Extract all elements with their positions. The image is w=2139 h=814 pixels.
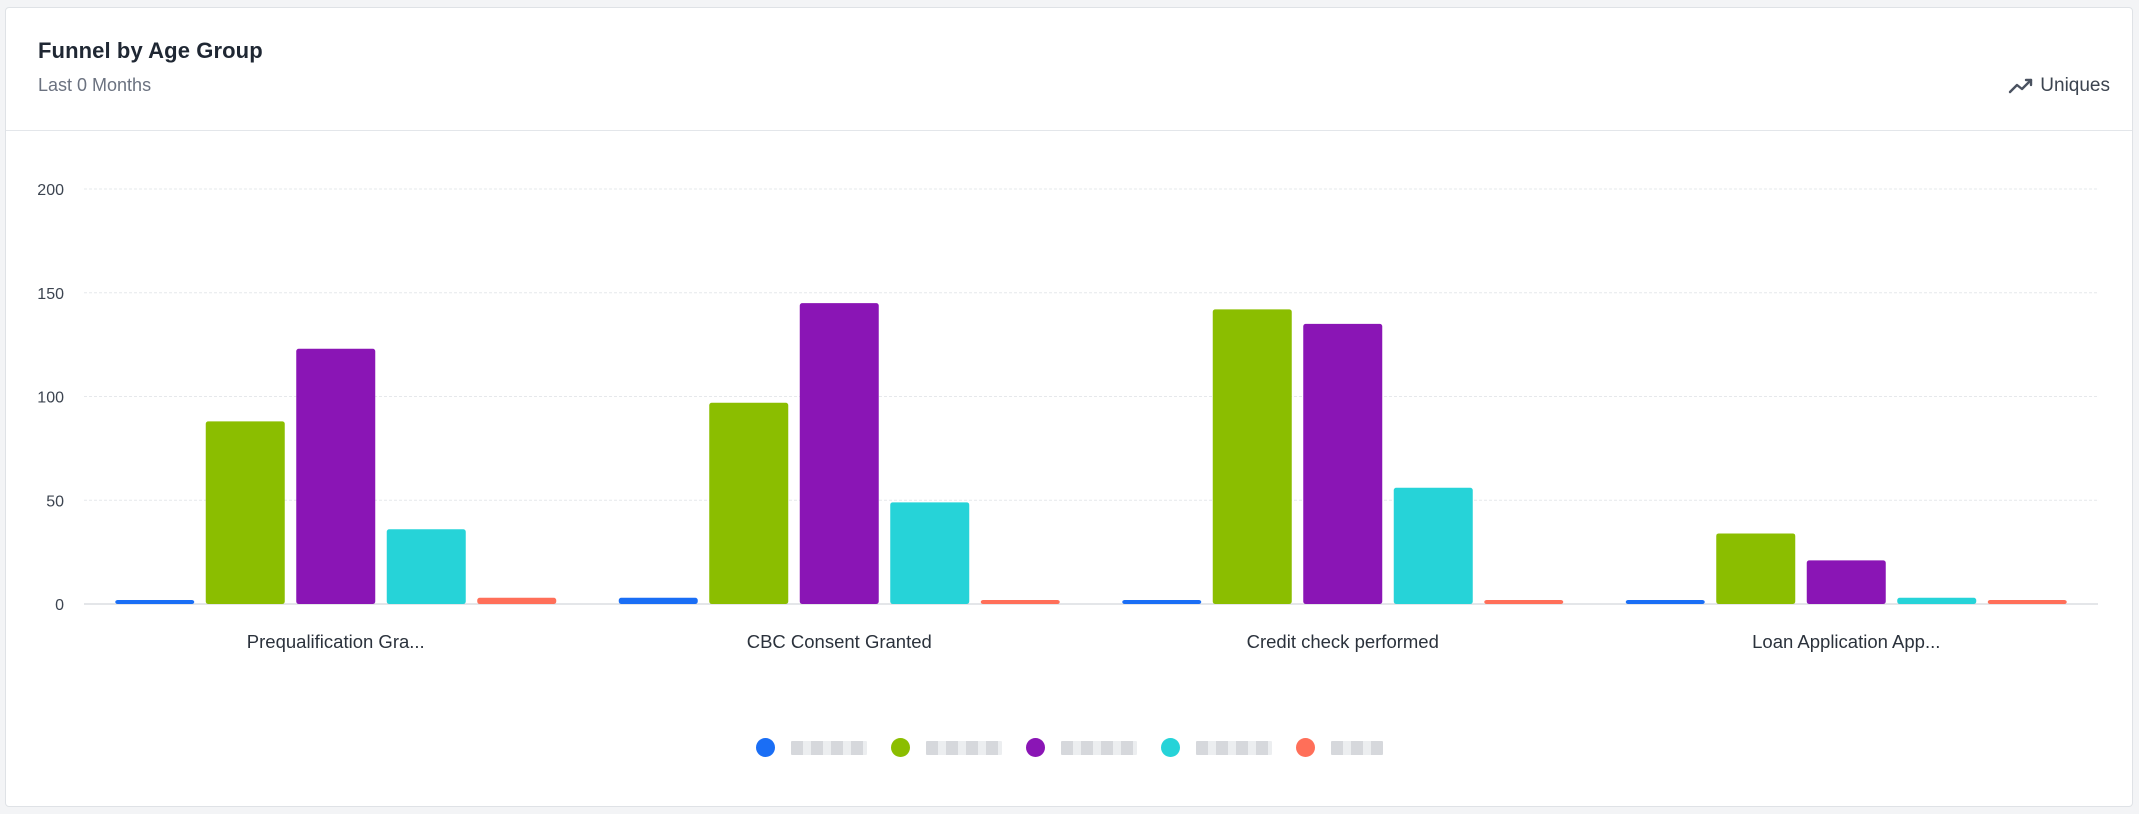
legend-item[interactable] bbox=[1296, 738, 1383, 757]
bar[interactable] bbox=[799, 303, 879, 604]
y-tick-label: 100 bbox=[37, 390, 64, 407]
y-tick-label: 200 bbox=[37, 182, 64, 199]
bar[interactable] bbox=[890, 502, 970, 604]
bar[interactable] bbox=[1806, 560, 1886, 604]
legend-label-redacted bbox=[1196, 740, 1272, 755]
x-category-label: CBC Consent Granted bbox=[747, 631, 932, 652]
legend-item[interactable] bbox=[756, 738, 867, 757]
bar[interactable] bbox=[980, 600, 1060, 604]
legend-marker bbox=[1026, 738, 1045, 757]
x-category-label: Prequalification Gra... bbox=[247, 631, 425, 652]
chart-subtitle: Last 0 Months bbox=[38, 75, 152, 95]
chart-legend bbox=[0, 738, 2139, 757]
bar[interactable] bbox=[1484, 600, 1564, 604]
legend-label-redacted bbox=[1331, 740, 1383, 755]
bar[interactable] bbox=[1897, 597, 1977, 604]
bar[interactable] bbox=[1303, 323, 1383, 604]
y-tick-label: 150 bbox=[37, 286, 64, 303]
legend-label-redacted bbox=[1061, 740, 1137, 755]
x-category-label: Loan Application App... bbox=[1752, 631, 1940, 652]
bar[interactable] bbox=[1716, 533, 1796, 604]
bar[interactable] bbox=[1122, 600, 1202, 604]
y-tick-label: 0 bbox=[55, 597, 64, 614]
legend-marker bbox=[1296, 738, 1315, 757]
legend-label-redacted bbox=[791, 740, 867, 755]
legend-marker bbox=[1161, 738, 1180, 757]
legend-item[interactable] bbox=[891, 738, 1002, 757]
legend-marker bbox=[891, 738, 910, 757]
legend-marker bbox=[756, 738, 775, 757]
bar[interactable] bbox=[1625, 600, 1705, 604]
bar[interactable] bbox=[205, 421, 285, 604]
bar[interactable] bbox=[115, 600, 195, 604]
bar[interactable] bbox=[1987, 600, 2067, 604]
bar[interactable] bbox=[1212, 309, 1292, 604]
bar[interactable] bbox=[477, 597, 557, 604]
bar[interactable] bbox=[1393, 487, 1473, 604]
bar[interactable] bbox=[296, 348, 376, 604]
line-chart-icon bbox=[2008, 77, 2034, 95]
legend-item[interactable] bbox=[1026, 738, 1137, 757]
legend-item[interactable] bbox=[1161, 738, 1272, 757]
legend-label-redacted bbox=[926, 740, 1002, 755]
y-tick-label: 50 bbox=[46, 493, 64, 510]
bar[interactable] bbox=[618, 597, 698, 604]
chart-title: Funnel by Age Group bbox=[38, 38, 263, 63]
bar[interactable] bbox=[709, 402, 789, 604]
x-category-label: Credit check performed bbox=[1247, 631, 1439, 652]
bar[interactable] bbox=[386, 529, 466, 604]
metric-label: Uniques bbox=[2040, 75, 2110, 96]
card-header: Funnel by Age Group Last 0 Months Unique… bbox=[6, 8, 2132, 131]
uniques-metric-button[interactable]: Uniques bbox=[2008, 75, 2110, 97]
